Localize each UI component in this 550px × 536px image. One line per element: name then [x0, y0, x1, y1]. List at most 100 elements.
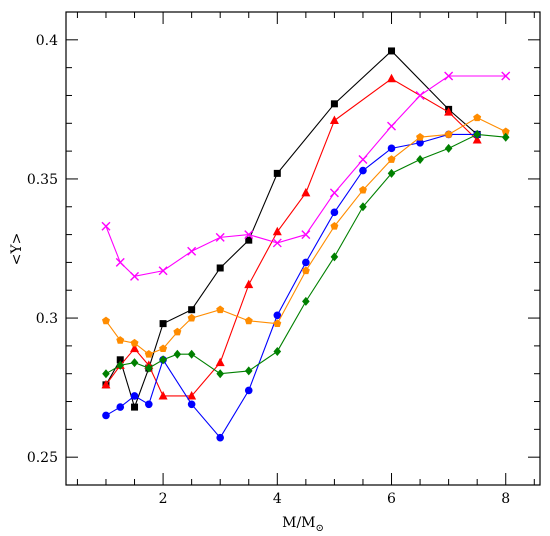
data-point-square	[159, 320, 167, 328]
data-point-diamond	[173, 349, 182, 359]
data-point-diamond	[387, 168, 396, 178]
data-point-diamond	[330, 252, 339, 262]
data-point-cross	[115, 257, 125, 267]
series-line	[105, 50, 478, 409]
x-tick-label: 6	[387, 491, 396, 507]
data-point-pentagon	[187, 313, 196, 322]
data-point-cross	[101, 221, 111, 231]
data-point-pentagon	[244, 316, 253, 325]
data-point-square	[216, 264, 224, 272]
data-point-triangle	[215, 357, 225, 367]
data-point-pentagon	[358, 185, 367, 194]
y-tick-label: 0.3	[36, 311, 58, 327]
data-point-diamond	[102, 369, 110, 379]
data-point-triangle	[387, 73, 397, 83]
data-point-diamond	[159, 355, 167, 365]
series-line	[105, 133, 478, 439]
data-point-triangle	[244, 279, 254, 289]
data-point-diamond	[273, 346, 282, 356]
data-point-diamond	[116, 360, 125, 370]
data-point-diamond	[216, 369, 224, 379]
series-layer	[101, 47, 511, 442]
data-point-pentagon	[387, 155, 396, 163]
data-point-pentagon	[416, 133, 425, 141]
data-point-pentagon	[444, 130, 453, 138]
data-point-circle	[145, 400, 153, 409]
data-point-circle	[244, 386, 253, 395]
series-5	[101, 113, 510, 358]
series-line	[105, 117, 506, 355]
x-axis-label: M/M⊙	[282, 515, 324, 534]
data-point-circle	[130, 392, 139, 400]
data-point-triangle	[301, 187, 311, 197]
data-point-diamond	[187, 349, 196, 359]
data-point-diamond	[501, 132, 510, 142]
data-point-square	[116, 356, 124, 364]
data-point-diamond	[145, 363, 153, 373]
y-tick-label: 0.4	[36, 33, 58, 49]
data-point-triangle	[444, 107, 454, 116]
data-point-pentagon	[159, 344, 168, 353]
data-point-cross	[158, 266, 168, 276]
data-point-diamond	[244, 366, 253, 376]
data-point-triangle	[130, 343, 140, 353]
data-point-cross	[358, 154, 368, 164]
data-point-square	[330, 100, 338, 108]
x-axis-label-main: M/M	[282, 515, 315, 531]
data-point-pentagon	[130, 338, 139, 347]
series-3	[101, 71, 511, 281]
data-point-square	[273, 169, 281, 177]
data-point-circle	[302, 258, 310, 267]
x-tick-label: 2	[159, 491, 168, 507]
y-axis-label: <Y>	[9, 233, 25, 266]
data-point-pentagon	[473, 113, 482, 122]
data-point-triangle	[329, 115, 339, 125]
data-point-diamond	[473, 129, 481, 139]
data-point-pentagon	[101, 316, 110, 325]
data-point-pentagon	[116, 336, 125, 344]
data-point-triangle	[158, 390, 168, 400]
data-point-pentagon	[273, 319, 282, 328]
data-point-circle	[187, 400, 196, 409]
data-point-circle	[416, 138, 424, 147]
data-point-circle	[387, 144, 396, 153]
data-point-circle	[102, 411, 110, 420]
data-point-pentagon	[173, 327, 182, 336]
data-point-pentagon	[216, 305, 225, 314]
data-point-cross	[501, 71, 511, 81]
data-point-square	[188, 306, 196, 314]
series-1	[102, 47, 481, 411]
data-point-cross	[301, 230, 311, 240]
data-point-cross	[215, 232, 225, 242]
data-point-circle	[359, 166, 367, 175]
data-point-square	[131, 403, 139, 411]
x-axis-label-subscript: ⊙	[316, 523, 324, 534]
data-point-diamond	[302, 296, 310, 306]
data-point-pentagon	[144, 350, 153, 358]
data-point-square	[245, 236, 253, 244]
data-point-diamond	[359, 202, 367, 212]
data-point-pentagon	[330, 222, 339, 230]
axis-ticks: 2 4 6 8 0.25 0.3 0.35 0.4	[27, 11, 540, 507]
data-point-cross	[415, 90, 425, 100]
data-point-diamond	[130, 358, 139, 368]
data-point-cross	[244, 230, 254, 240]
data-point-cross	[187, 246, 197, 256]
data-point-diamond	[444, 143, 453, 153]
series-line	[105, 133, 506, 375]
data-point-cross	[130, 271, 140, 281]
data-point-pentagon	[501, 127, 510, 136]
data-point-circle	[216, 433, 224, 442]
y-tick-label: 0.35	[27, 172, 58, 188]
plot-frame	[65, 11, 541, 486]
data-point-cross	[387, 121, 397, 131]
data-point-circle	[116, 403, 125, 411]
y-tick-label: 0.25	[27, 450, 58, 466]
data-point-circle	[273, 311, 282, 320]
series-4	[102, 130, 481, 442]
x-tick-label: 8	[501, 491, 510, 507]
data-point-cross	[272, 238, 282, 248]
data-point-diamond	[416, 154, 424, 164]
data-point-triangle	[272, 226, 282, 236]
